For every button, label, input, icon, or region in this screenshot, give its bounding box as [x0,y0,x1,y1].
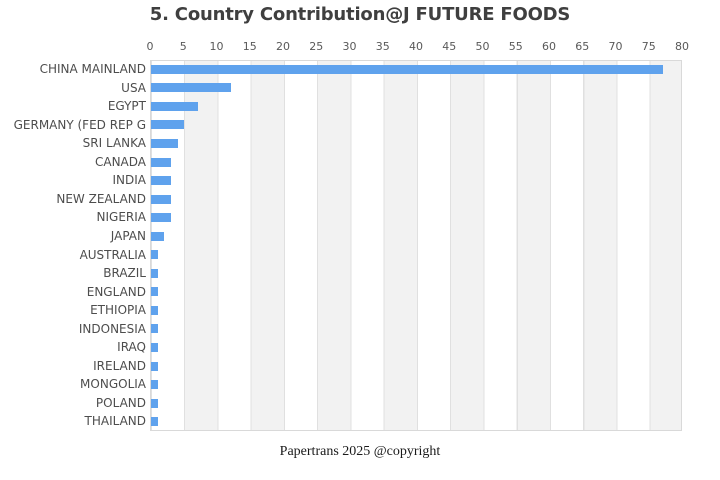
y-axis-label: NEW ZEALAND [56,191,146,206]
y-axis-label: INDIA [112,173,146,188]
x-tick-label: 65 [575,40,590,53]
x-tick-label: 5 [179,40,187,53]
x-tick-label: 50 [475,40,490,53]
chart-title: 5. Country Contribution@J FUTURE FOODS [149,4,571,25]
x-tick-label: 0 [146,40,154,53]
x-tick-label: 15 [242,40,257,53]
bar-germany-fed-rep-g [151,120,185,130]
bar-china-mainland [151,64,664,74]
bar-indonesia [151,324,158,334]
y-axis-label: POLAND [95,395,146,410]
y-axis-label: IRAQ [117,340,146,355]
x-tick-label: 30 [342,40,357,53]
bar-india [151,176,171,186]
bar-new-zealand [151,194,171,204]
bar-nigeria [151,213,171,223]
y-axis-label: IRELAND [93,358,146,373]
x-tick-label: 35 [375,40,390,53]
bar-japan [151,231,165,241]
y-axis-label: ETHIOPIA [90,303,146,318]
copyright-text: Papertrans 2025 @copyright [279,444,441,459]
x-tick-label: 55 [508,40,523,53]
bar-egypt [151,101,198,111]
y-axis-label: JAPAN [110,228,146,243]
y-axis-label: INDONESIA [78,321,146,336]
x-tick-label: 45 [442,40,457,53]
bar-iraq [151,343,158,353]
x-tick-label: 80 [675,40,689,53]
y-axis-labels: CHINA MAINLAND USA EGYPT GERMANY (FED REP G… [0,60,146,431]
bar-england [151,287,158,297]
bar-mongolia [151,380,158,390]
y-axis-label: EGYPT [107,99,146,114]
bar-canada [151,157,171,167]
x-tick-label: 75 [641,40,656,53]
bar-poland [151,398,158,408]
x-tick-label: 20 [276,40,290,53]
x-tick-label: 25 [309,40,324,53]
bar-sri-lanka [151,138,178,148]
x-tick-label: 70 [608,40,623,53]
y-axis-label: GERMANY (FED REP G [13,117,146,132]
y-axis-label: AUSTRALIA [79,247,146,262]
bar-australia [151,250,158,260]
y-axis-label: ENGLAND [86,284,146,299]
bar-ethiopia [151,305,158,315]
y-axis-label: CHINA MAINLAND [39,62,146,76]
x-tick-label: 40 [409,40,423,53]
bar-ireland [151,361,158,371]
y-axis-label: CANADA [94,154,146,169]
x-tick-label: 10 [209,40,224,53]
bar-brazil [151,268,158,278]
bar-usa [151,83,231,93]
bar-thailand [151,417,158,427]
y-axis-label: THAILAND [84,414,147,429]
y-axis-label: USA [121,80,146,95]
y-axis-label: SRI LANKA [82,136,146,151]
y-axis-label: MONGOLIA [80,377,146,392]
x-axis-ticks: 0 5 10 15 20 25 30 35 40 45 50 55 60 65 70 75 80 [0,40,720,54]
y-axis-label: BRAZIL [103,266,146,281]
plot-area [150,60,682,431]
x-tick-label: 60 [542,40,556,53]
y-axis-label: NIGERIA [96,210,146,225]
